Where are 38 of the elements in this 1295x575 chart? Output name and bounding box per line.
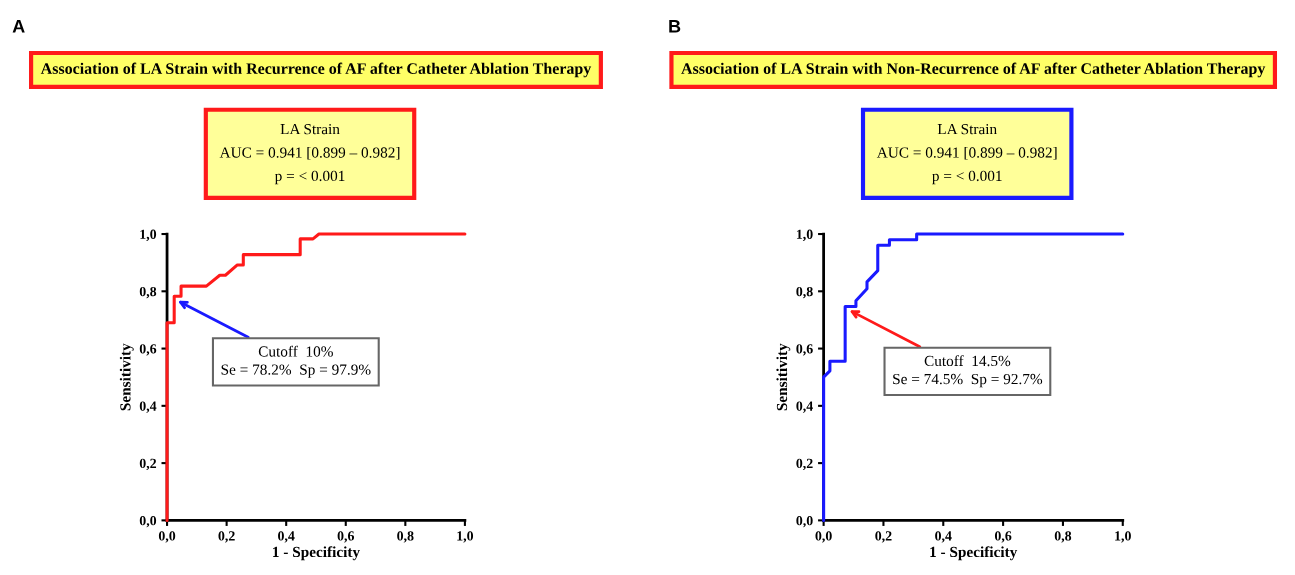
annotation: Cutoff 10% Se = 78.2% Sp = 97.9% bbox=[221, 345, 371, 378]
x-tick-label: 0,2 bbox=[875, 531, 892, 543]
x-tick-label: 0,0 bbox=[815, 531, 832, 543]
y-tick-label: 0,4 bbox=[796, 401, 813, 413]
y-axis-title: Sensitivity bbox=[119, 343, 134, 411]
y-tick-label: 1,0 bbox=[140, 229, 157, 241]
x-tick-label: 0,2 bbox=[218, 531, 235, 543]
x-tick-label: 0,0 bbox=[158, 531, 176, 543]
x-tick-label: 0,4 bbox=[935, 531, 952, 543]
y-tick-label: 0,0 bbox=[796, 515, 813, 528]
chart-subtitle: LA Strain AUC = 0.941 [0.899 – 0.982] p = < 0.001 bbox=[876, 124, 1057, 185]
line-series bbox=[822, 232, 1125, 522]
chart-title: Association of LA Strain with Recurrence of AF after Catheter Ablation Therapy bbox=[40, 62, 592, 78]
x-tick-label: 0,6 bbox=[994, 531, 1012, 543]
y-tick-label: 0,6 bbox=[139, 344, 157, 356]
x-tick-label: 0,6 bbox=[337, 531, 355, 543]
line-series bbox=[165, 232, 467, 522]
chart-subtitle: LA Strain AUC = 0.941 [0.899 – 0.982] p = < 0.001 bbox=[219, 124, 400, 185]
x-axis-title: 1 - Specificity bbox=[930, 546, 1018, 561]
text: B bbox=[669, 20, 681, 33]
y-tick-label: 1,0 bbox=[796, 229, 813, 241]
y-tick-label: 0,8 bbox=[139, 286, 157, 299]
annotation: Cutoff 14.5% Se = 74.5% Sp = 92.7% bbox=[893, 355, 1043, 388]
y-axis-title: Sensitivity bbox=[776, 343, 791, 411]
x-axis-title: 1 - Specificity bbox=[273, 546, 360, 561]
chart-title: Association of LA Strain with Non-Recurrence of AF after Catheter Ablation Therapy bbox=[681, 62, 1266, 78]
y-tick-label: 0,0 bbox=[139, 515, 157, 528]
x-tick-label: 0,8 bbox=[1054, 531, 1072, 543]
x-tick-label: 1,0 bbox=[1115, 531, 1131, 543]
y-tick-label: 0,2 bbox=[139, 458, 157, 471]
x-tick-label: 1,0 bbox=[457, 531, 474, 543]
x-tick-label: 0,4 bbox=[278, 531, 295, 543]
text: A bbox=[12, 20, 25, 33]
y-tick-label: 0,4 bbox=[139, 401, 157, 413]
y-tick-label: 0,6 bbox=[796, 344, 813, 356]
x-tick-label: 0,8 bbox=[397, 531, 414, 543]
y-tick-label: 0,8 bbox=[796, 286, 813, 299]
y-tick-label: 0,2 bbox=[796, 458, 813, 471]
